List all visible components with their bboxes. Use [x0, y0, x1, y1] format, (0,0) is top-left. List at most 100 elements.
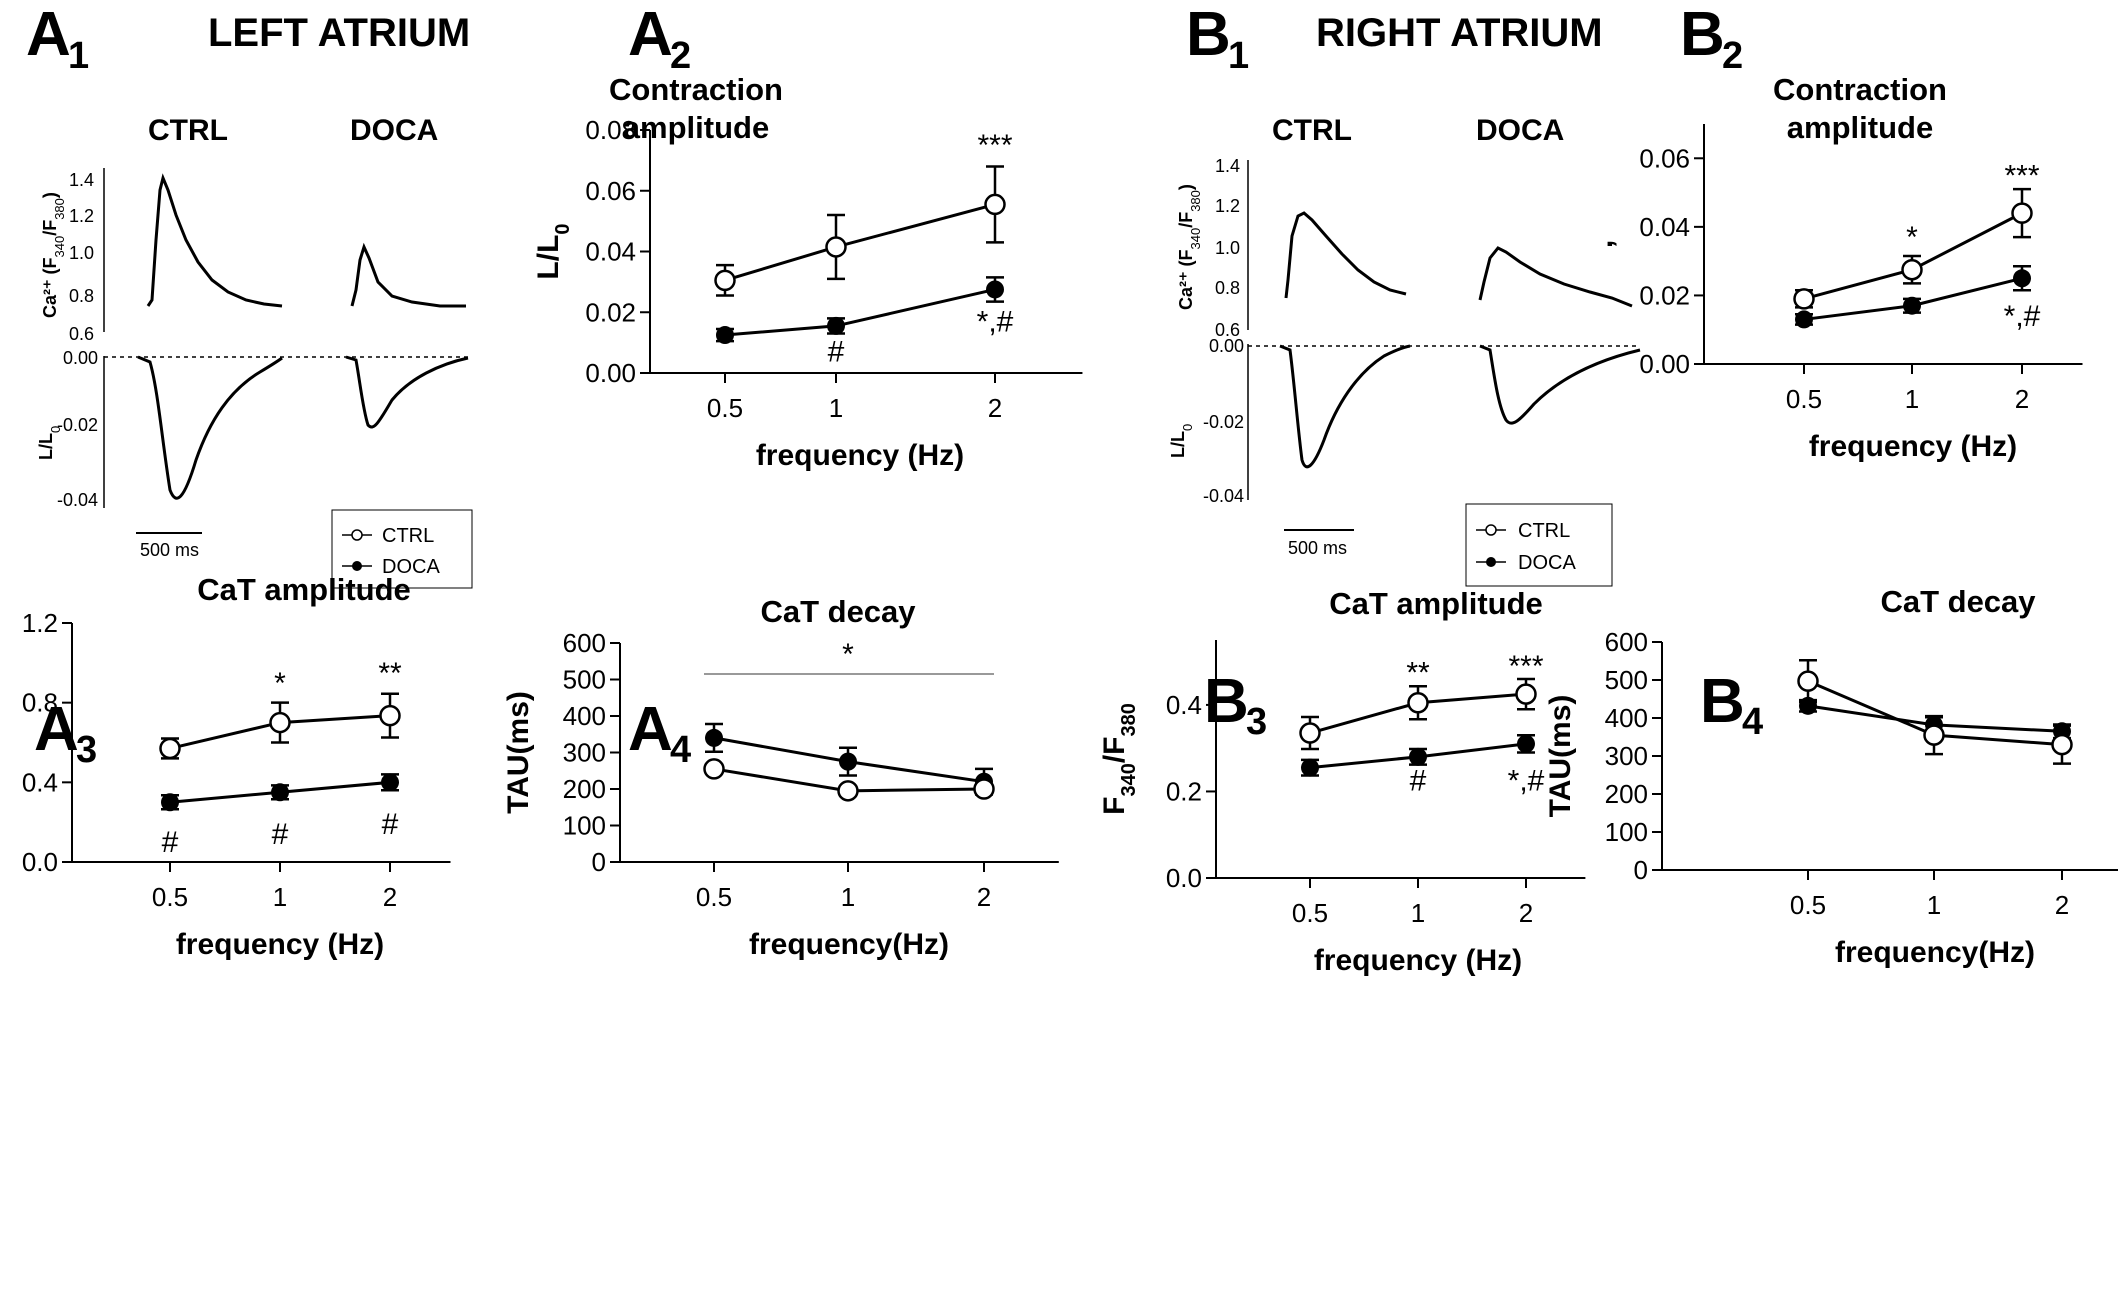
group-label-ctrl: CTRL [1272, 114, 1352, 147]
chart-title: CaT amplitude [1329, 586, 1543, 621]
x-tick-label: 1 [841, 882, 855, 912]
panel-b2-letter: B [1680, 0, 1725, 69]
scale-bar-label: 500 ms [1288, 538, 1347, 558]
doca-length-trace [345, 355, 469, 429]
y-tick-label: 0.2 [1166, 776, 1202, 806]
panel-label-a4: A 4 [628, 695, 691, 771]
legend-box [1465, 503, 1613, 587]
ctrl-length-trace [1279, 344, 1411, 469]
data-point-ctrl [2051, 733, 2073, 756]
y-axis-label-main: TAU(ms) [502, 691, 535, 814]
significance-annotation: * [274, 667, 286, 700]
significance-annotation: # [1410, 765, 1427, 798]
chart-title-line: Contraction [609, 72, 783, 107]
data-point-doca [1795, 310, 1813, 329]
data-point-ctrl [1299, 722, 1321, 744]
ctrl-calcium-trace [146, 173, 283, 308]
data-point-doca [827, 316, 845, 335]
y-tick-label: 0.04 [1639, 212, 1690, 242]
data-point-ctrl [1901, 258, 1923, 281]
chart-title: CaT decay [1880, 584, 2036, 619]
y-tick-label: 600 [563, 628, 606, 658]
legend: CTRL DOCA [331, 509, 473, 589]
y-axis-label: TAU(ms) [502, 691, 535, 814]
chart-b3-cat-amplitude: CaT amplitude 0.0 0.2 0.4 0.5 1 2 frequency (Hz… [1098, 586, 1586, 977]
y-tick-label: 300 [563, 738, 606, 768]
y-axis-label: , [1586, 240, 1619, 248]
y-tick-label: 600 [1605, 627, 1648, 657]
y-tick-label: 0.08 [585, 115, 636, 145]
trace-panel-left: CTRL DOCA 1.4 1.2 1.0 0.8 0.6 Ca²⁺ (F340… [36, 114, 473, 589]
panel-label-b2: B 2 [1680, 0, 1743, 77]
significance-annotation: ** [1406, 656, 1430, 689]
y-axis-label-mid: /F [1098, 737, 1131, 764]
ca-tick-label: 1.2 [1215, 196, 1240, 216]
data-point-ctrl [2011, 202, 2033, 224]
x-axis-label: frequency(Hz) [1835, 936, 2035, 969]
panel-label-b4: B 4 [1700, 667, 1763, 743]
right-atrium-title: RIGHT ATRIUM [1316, 11, 1603, 55]
y-tick-label: 0.02 [585, 297, 636, 327]
y-axis-label-main: TAU(ms) [1544, 695, 1577, 818]
y-axis-label: F340/F380 [1098, 703, 1140, 815]
y-axis-label: TAU(ms) [1544, 695, 1577, 818]
x-tick-label: 0.5 [707, 393, 743, 423]
length-axis-label: L/L0 [1168, 424, 1195, 458]
data-point-doca [839, 752, 857, 771]
x-axis-label: frequency (Hz) [756, 439, 964, 472]
data-point-ctrl [1797, 670, 1819, 692]
legend-marker-doca [1486, 557, 1496, 567]
data-point-ctrl [714, 269, 736, 292]
chart-title: Contraction amplitude [609, 72, 783, 145]
left-atrium-title: LEFT ATRIUM [208, 11, 470, 55]
ca-axis-label: Ca²⁺ (F340/F380) [1176, 184, 1203, 310]
series-line-doca [724, 288, 996, 337]
panel-b3-sub: 3 [1246, 701, 1267, 743]
panel-a2-sub: 2 [670, 35, 691, 77]
data-point-ctrl [379, 704, 401, 727]
y-tick-label: 100 [563, 811, 606, 841]
chart-a2-contraction-amplitude: Contraction amplitude 0.00 0.02 0.04 0.06 0.08… [532, 72, 1083, 472]
significance-annotation: # [162, 826, 179, 859]
x-tick-label: 2 [1519, 898, 1533, 928]
y-tick-label: 0.8 [22, 688, 58, 718]
panel-label-a1: A 1 [26, 0, 89, 77]
panel-a1-sub: 1 [68, 35, 89, 77]
panel-a4-letter: A [628, 695, 673, 764]
y-tick-label: 200 [563, 774, 606, 804]
data-point-ctrl [703, 758, 725, 780]
chart-b4-cat-decay: CaT decay 0 100 200 300 400 500 600 0.5 1 2 frequen… [1544, 584, 2118, 969]
panel-a2-letter: A [628, 0, 673, 69]
ca-tick-label: 1.0 [69, 243, 94, 263]
group-label-doca: DOCA [1476, 114, 1564, 147]
ca-tick-label: 0.8 [69, 286, 94, 306]
data-point-ctrl [1515, 683, 1537, 705]
data-point-ctrl [269, 711, 291, 734]
data-point-doca [716, 326, 734, 345]
length-tick-label: 0.00 [63, 348, 98, 368]
length-tick-label: -0.04 [57, 490, 98, 510]
length-axis-label: L/L0 [36, 426, 63, 460]
y-tick-label: 0.00 [585, 358, 636, 388]
doca-calcium-trace [350, 242, 466, 308]
y-tick-label: 0.04 [585, 237, 636, 267]
significance-annotation: *,# [2004, 300, 2041, 333]
legend-label-ctrl: CTRL [1518, 520, 1570, 542]
data-point-doca [1517, 734, 1535, 753]
x-axis-label: frequency (Hz) [1809, 430, 2017, 463]
chart-title: CaT decay [760, 594, 916, 629]
ca-tick-label: 0.6 [69, 324, 94, 344]
data-point-ctrl [159, 737, 181, 760]
data-point-doca [986, 280, 1004, 299]
y-tick-label: 100 [1605, 817, 1648, 847]
legend-label-doca: DOCA [1518, 552, 1576, 574]
ca-tick-label: 0.6 [1215, 320, 1240, 340]
x-tick-label: 0.5 [152, 882, 188, 912]
legend-marker-ctrl [1485, 524, 1497, 536]
data-point-ctrl [1923, 724, 1945, 746]
y-tick-label: 0 [592, 847, 606, 877]
y-axis-label-main: F [1098, 797, 1131, 815]
panel-label-b3: B 3 [1204, 667, 1267, 743]
panel-a4-sub: 4 [670, 729, 691, 771]
